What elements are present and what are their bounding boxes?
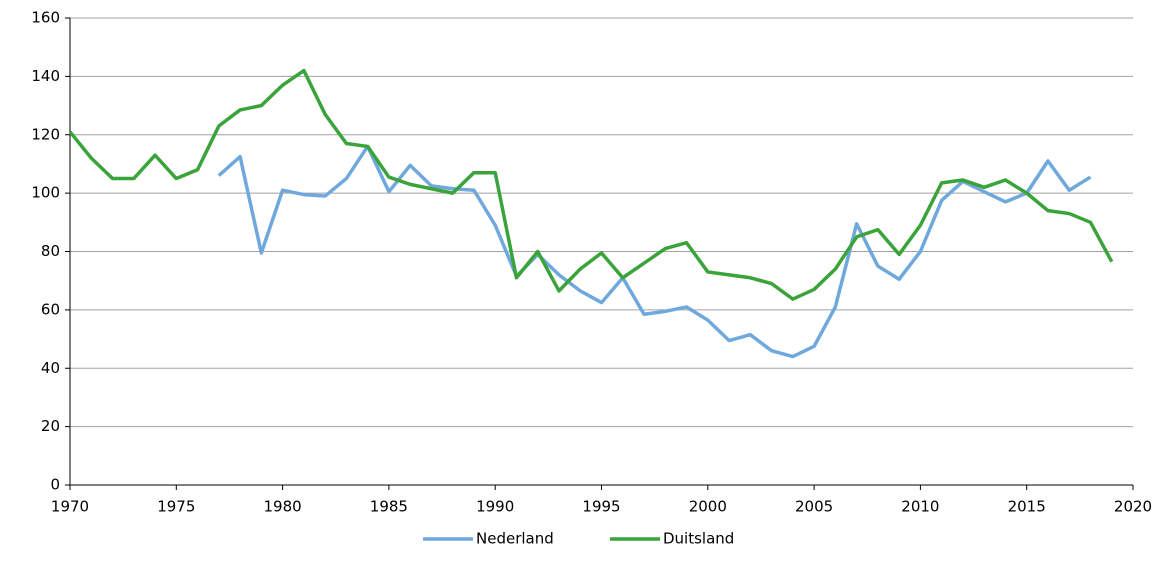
y-tick-label: 120 — [31, 125, 60, 143]
legend-label: Duitsland — [663, 530, 734, 548]
x-tick-label: 2015 — [1008, 498, 1046, 516]
y-tick-label: 100 — [31, 184, 60, 202]
y-tick-label: 80 — [41, 242, 60, 260]
x-tick-label: 2020 — [1114, 498, 1152, 516]
x-tick-label: 2000 — [689, 498, 727, 516]
y-tick-label: 20 — [41, 417, 60, 435]
series-line — [217, 144, 1092, 359]
series-line — [68, 68, 1114, 301]
x-tick-label: 2010 — [901, 498, 939, 516]
y-tick-label: 40 — [41, 359, 60, 377]
x-tick-label: 1990 — [476, 498, 514, 516]
x-tick-label: 1985 — [370, 498, 408, 516]
x-tick-label: 2005 — [795, 498, 833, 516]
y-tick-label: 0 — [50, 476, 60, 494]
x-tick-label: 1980 — [264, 498, 302, 516]
y-tick-label: 160 — [31, 9, 60, 27]
y-tick-label: 140 — [31, 67, 60, 85]
x-tick-label: 1975 — [157, 498, 195, 516]
y-tick-label: 60 — [41, 300, 60, 318]
x-tick-label: 1995 — [582, 498, 620, 516]
x-tick-label: 1970 — [51, 498, 89, 516]
legend-label: Nederland — [476, 530, 554, 548]
